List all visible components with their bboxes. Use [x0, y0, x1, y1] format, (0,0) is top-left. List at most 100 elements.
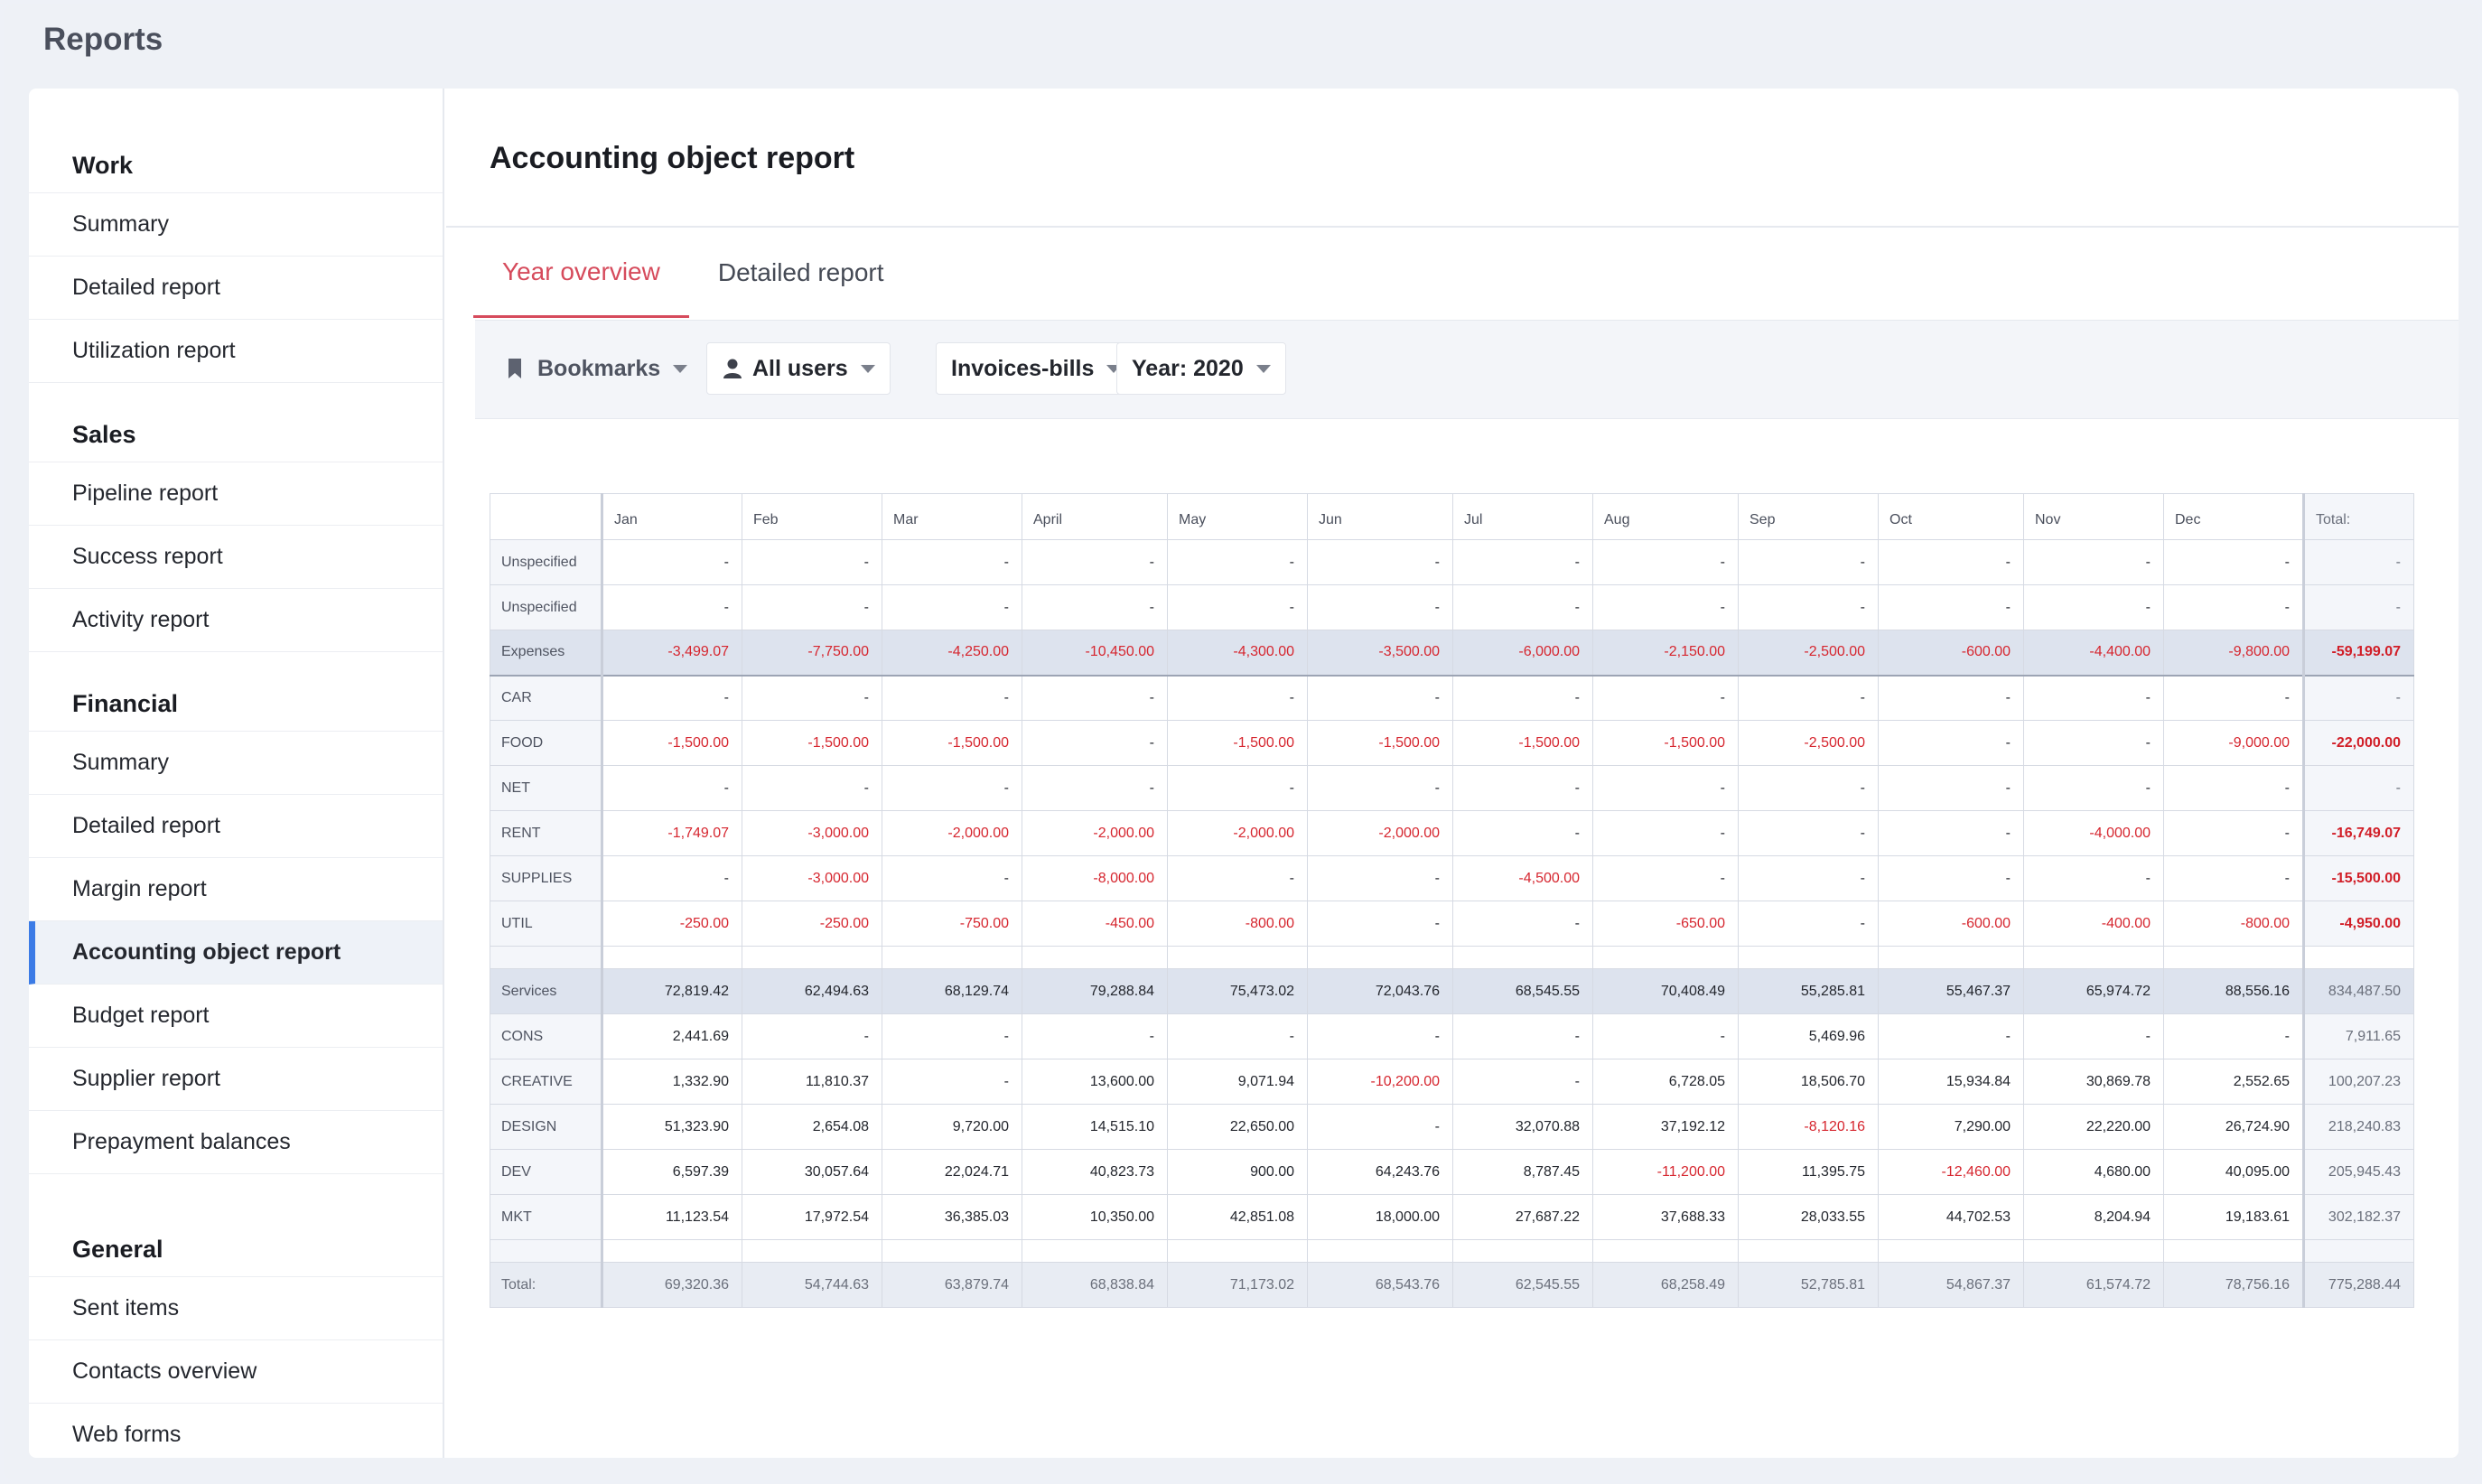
chevron-down-icon — [1106, 364, 1122, 373]
table-cell: 32,070.88 — [1452, 1104, 1593, 1150]
table-cell: - — [2163, 765, 2304, 811]
table-cell: - — [2163, 855, 2304, 901]
table-total-row: Total: 69,320.36 54,744.63 63,879.74 68,838.… — [490, 1262, 2414, 1308]
row-total-cell: - — [2302, 584, 2414, 630]
table-cell: - — [1167, 539, 1308, 585]
sidebar-heading: Financial — [29, 674, 443, 732]
row-label: NET — [490, 765, 603, 811]
year-dropdown[interactable]: Year: 2020 — [1116, 342, 1286, 395]
column-header: Feb — [742, 493, 882, 540]
tab-year-overview[interactable]: Year overview — [473, 228, 689, 318]
table-row: CONS 2,441.69- - - - - - -5,469.96- - -7,911.65 — [490, 1013, 2414, 1059]
table-cell: - — [1738, 765, 1879, 811]
table-cell: -3,499.07 — [602, 630, 742, 677]
table-cell: -800.00 — [2163, 901, 2304, 947]
table-cell: -1,500.00 — [882, 720, 1022, 766]
sidebar-item-supplier-report[interactable]: Supplier report — [29, 1048, 443, 1111]
tab-bar: Year overview Detailed report — [473, 228, 913, 318]
table-row: Unspecified - - - - - - - - - - - - - — [490, 539, 2414, 585]
column-header: April — [1022, 493, 1168, 540]
table-cell: 52,785.81 — [1738, 1262, 1879, 1308]
table-row: CREATIVE 1,332.90 11,810.37-13,600.00 9,071… — [490, 1059, 2414, 1105]
row-label — [490, 946, 603, 969]
bookmarks-dropdown[interactable]: Bookmarks — [491, 342, 703, 395]
table-cell: 4,680.00 — [2023, 1149, 2164, 1195]
row-label: Services — [490, 968, 603, 1014]
sidebar-item-accounting-object-report[interactable]: Accounting object report — [29, 921, 443, 985]
row-label: DEV — [490, 1149, 603, 1195]
row-label: Unspecified — [490, 539, 603, 585]
table-cell: 27,687.22 — [1452, 1194, 1593, 1240]
sidebar-item-work-summary[interactable]: Summary — [29, 193, 443, 257]
sidebar-heading: Work — [29, 135, 443, 193]
table-cell: -3,000.00 — [742, 855, 882, 901]
table-cell: - — [882, 539, 1022, 585]
table-row: RENT -1,749.07 -3,000.00 -2,000.00 -2,000.00… — [490, 810, 2414, 856]
table-cell: - — [2023, 539, 2164, 585]
sidebar-item-work-detailed-report[interactable]: Detailed report — [29, 257, 443, 320]
table-cell: -1,500.00 — [1592, 720, 1739, 766]
table-cell — [1022, 946, 1168, 969]
users-dropdown[interactable]: All users — [706, 342, 891, 395]
table-cell: -1,500.00 — [742, 720, 882, 766]
table-cell: - — [2023, 675, 2164, 721]
report-table-wrapper: Jan Feb Mar April May Jun Jul Aug Sep Oct Nov Dec To… — [490, 493, 2414, 1308]
table-cell: - — [1022, 539, 1168, 585]
sidebar-item-financial-detailed-report[interactable]: Detailed report — [29, 795, 443, 858]
table-cell: - — [742, 765, 882, 811]
sidebar-item-financial-summary[interactable]: Summary — [29, 732, 443, 795]
row-label: MKT — [490, 1194, 603, 1240]
table-cell: -11,200.00 — [1592, 1149, 1739, 1195]
table-cell: - — [1452, 675, 1593, 721]
app-title: Reports — [43, 22, 163, 57]
table-cell: - — [1307, 765, 1453, 811]
sidebar-item-sent-items[interactable]: Sent items — [29, 1277, 443, 1340]
row-total-cell — [2302, 1239, 2414, 1263]
table-cell — [742, 1239, 882, 1263]
sidebar-item-pipeline-report[interactable]: Pipeline report — [29, 462, 443, 526]
invoices-bills-label: Invoices-bills — [951, 355, 1095, 381]
table-cell: -2,000.00 — [1307, 810, 1453, 856]
row-total-cell: - — [2302, 675, 2414, 721]
table-cell: - — [1167, 675, 1308, 721]
table-cell: -2,500.00 — [1738, 720, 1879, 766]
table-cell: -4,250.00 — [882, 630, 1022, 677]
table-cell: 44,702.53 — [1878, 1194, 2024, 1240]
filter-toolbar: Bookmarks All users Invoices-bills — [475, 320, 2459, 419]
table-header-row: Jan Feb Mar April May Jun Jul Aug Sep Oct Nov Dec To… — [490, 493, 2414, 540]
table-cell: - — [2163, 810, 2304, 856]
row-label: Expenses — [490, 630, 603, 677]
sidebar-item-prepayment-balances[interactable]: Prepayment balances — [29, 1111, 443, 1174]
tab-detailed-report[interactable]: Detailed report — [717, 258, 884, 286]
table-cell — [1167, 946, 1308, 969]
table-cell: - — [1307, 855, 1453, 901]
table-cell: - — [1167, 765, 1308, 811]
invoices-bills-dropdown[interactable]: Invoices-bills — [936, 342, 1137, 395]
table-cell: - — [1592, 675, 1739, 721]
sidebar-item-utilization-report[interactable]: Utilization report — [29, 320, 443, 383]
year-label: Year: 2020 — [1132, 355, 1244, 381]
users-label: All users — [752, 355, 848, 381]
sidebar-item-contacts-overview[interactable]: Contacts overview — [29, 1340, 443, 1404]
row-label: CONS — [490, 1013, 603, 1059]
table-cell: - — [1307, 1013, 1453, 1059]
table-cell: 79,288.84 — [1022, 968, 1168, 1014]
sidebar-item-web-forms[interactable]: Web forms — [29, 1404, 443, 1458]
table-cell: 2,552.65 — [2163, 1059, 2304, 1105]
sidebar-item-activity-report[interactable]: Activity report — [29, 589, 443, 652]
row-label: FOOD — [490, 720, 603, 766]
column-header: Dec — [2163, 493, 2304, 540]
table-cell: 2,654.08 — [742, 1104, 882, 1150]
table-cell: -8,120.16 — [1738, 1104, 1879, 1150]
sidebar-item-margin-report[interactable]: Margin report — [29, 858, 443, 921]
row-total-cell: - — [2302, 539, 2414, 585]
sidebar-section-work: Work Summary Detailed report Utilization… — [29, 135, 443, 383]
table-cell: - — [2023, 765, 2164, 811]
table-row: DEV 6,597.39 30,057.64 22,024.71 40,823.73 90… — [490, 1149, 2414, 1195]
table-cell — [742, 946, 882, 969]
table-cell: - — [2023, 720, 2164, 766]
sidebar-item-success-report[interactable]: Success report — [29, 526, 443, 589]
table-row: NET - - - - - - - - - - - - - — [490, 765, 2414, 811]
sidebar-item-budget-report[interactable]: Budget report — [29, 985, 443, 1048]
table-cell: - — [1022, 1013, 1168, 1059]
